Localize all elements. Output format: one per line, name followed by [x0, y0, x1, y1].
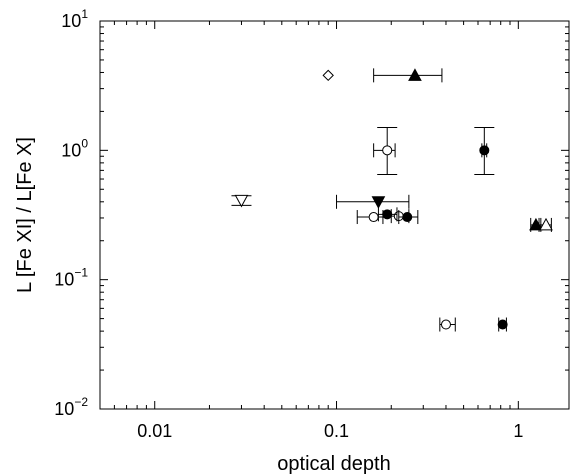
y-tick-label: 101: [61, 7, 88, 31]
marker-circle: [479, 145, 490, 156]
marker-triangle-down: [234, 194, 249, 208]
marker-diamond: [322, 69, 334, 82]
marker-triangle-up: [539, 217, 553, 231]
marker-circle: [440, 319, 451, 330]
data-point: [368, 212, 379, 223]
axis-ticks: 0.01 0.1 1 10−2 10−1 100 101: [54, 7, 569, 441]
data-point: [479, 145, 490, 156]
marker-triangle-up: [408, 68, 422, 81]
data-point: [322, 69, 334, 82]
y-tick-label: 10−2: [54, 395, 88, 419]
marker-circle: [497, 319, 508, 330]
data-point: [440, 319, 451, 330]
data-point: [408, 68, 422, 81]
y-axis-label: L [Fe XI] / L[Fe X]: [14, 137, 36, 293]
marker-circle: [382, 145, 393, 156]
x-tick-label: 1: [513, 421, 523, 441]
data-point: [382, 145, 393, 156]
marker-circle: [382, 209, 393, 220]
marker-triangle-down: [371, 196, 386, 209]
data-point: [382, 209, 393, 220]
x-tick-label: 0.01: [137, 421, 172, 441]
marker-circle: [368, 212, 379, 223]
y-tick-label: 100: [61, 136, 88, 160]
plot-frame: [99, 20, 570, 410]
data-point: [539, 217, 553, 231]
data-marks: [231, 68, 553, 332]
data-point: [402, 212, 413, 223]
marker-circle: [402, 212, 413, 223]
data-point: [234, 194, 249, 208]
data-point: [371, 196, 386, 209]
x-tick-label: 0.1: [324, 421, 349, 441]
y-tick-label: 10−1: [54, 266, 88, 290]
x-axis-label: optical depth: [277, 453, 390, 475]
data-point: [497, 319, 508, 330]
